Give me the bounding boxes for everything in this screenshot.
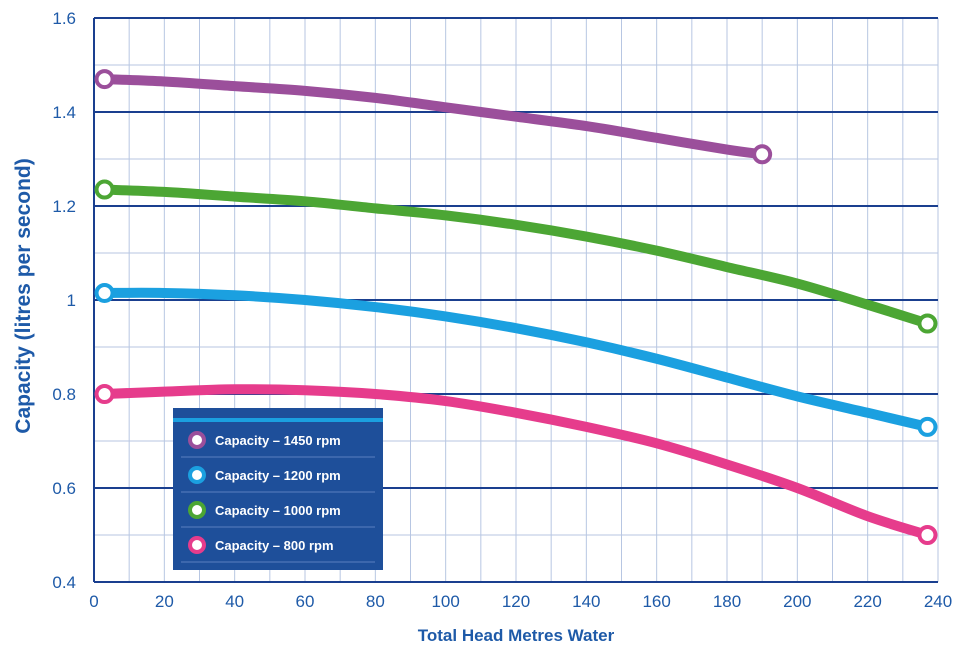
marker-layer — [94, 69, 938, 545]
series-end-marker — [917, 525, 938, 545]
legend-label: Capacity – 1450 rpm — [215, 433, 341, 448]
x-tick-label: 0 — [89, 592, 98, 611]
y-tick-label: 1.2 — [52, 197, 76, 216]
legend-marker — [188, 431, 206, 449]
series-end-marker — [94, 179, 115, 200]
legend-label: Capacity – 1000 rpm — [215, 503, 341, 518]
x-tick-label: 140 — [572, 592, 600, 611]
x-tick-label: 200 — [783, 592, 811, 611]
x-tick-label: 120 — [502, 592, 530, 611]
x-tick-label: 100 — [431, 592, 459, 611]
x-tick-label: 220 — [853, 592, 881, 611]
x-tick-label: 240 — [924, 592, 952, 611]
legend-label: Capacity – 800 rpm — [215, 538, 334, 553]
y-tick-label: 0.8 — [52, 385, 76, 404]
legend-marker — [188, 466, 206, 484]
legend-box — [173, 408, 383, 570]
y-tick-label: 0.6 — [52, 479, 76, 498]
legend-label: Capacity – 1200 rpm — [215, 468, 341, 483]
y-tick-label: 1.4 — [52, 103, 76, 122]
series-end-marker — [752, 144, 773, 165]
legend-marker — [188, 501, 206, 519]
series-end-marker — [94, 384, 115, 404]
legend-top-accent — [173, 418, 383, 422]
legend-marker — [188, 536, 206, 554]
x-axis-title: Total Head Metres Water — [418, 626, 615, 645]
x-tick-label: 40 — [225, 592, 244, 611]
series-line — [99, 287, 933, 432]
legend: Capacity – 1450 rpm Capacity – 1200 rpm Ca… — [173, 408, 383, 570]
x-tick-label: 160 — [642, 592, 670, 611]
x-tick-label: 80 — [366, 592, 385, 611]
series-end-marker — [94, 282, 115, 303]
series-end-marker — [917, 313, 938, 334]
y-tick-label: 1.6 — [52, 9, 76, 28]
y-tick-label: 1 — [67, 291, 76, 310]
y-tick-label: 0.4 — [52, 573, 76, 592]
series-line — [99, 74, 768, 160]
x-tick-label: 20 — [155, 592, 174, 611]
series-layer — [99, 74, 933, 540]
y-axis-title: Capacity (litres per second) — [12, 158, 35, 433]
x-tick-label: 60 — [296, 592, 315, 611]
series-line — [99, 384, 933, 540]
series-line — [99, 184, 933, 329]
series-end-marker — [94, 69, 115, 90]
series-end-marker — [917, 416, 938, 437]
x-tick-label: 180 — [713, 592, 741, 611]
axis-layer: 0.4 0.6 0.8 1 1.2 1.4 1.6 0 20 40 60 80 100 120 140 160… — [52, 9, 952, 611]
